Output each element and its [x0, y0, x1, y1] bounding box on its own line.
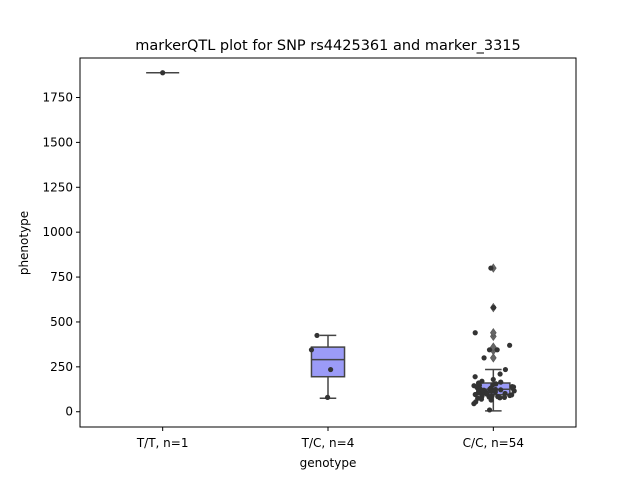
data-point [497, 395, 503, 401]
data-point [481, 355, 487, 361]
chart-title: markerQTL plot for SNP rs4425361 and mar… [135, 38, 521, 54]
data-point [494, 347, 500, 353]
data-point [498, 387, 504, 393]
box-iqr [310, 346, 346, 378]
outlier-point [490, 353, 497, 363]
x-axis-label: genotype [300, 456, 357, 470]
y-tick-label: 1750 [42, 91, 73, 105]
data-point [501, 394, 508, 400]
data-point [511, 388, 517, 394]
data-point [491, 304, 497, 311]
x-tick-label: C/C, n=54 [463, 436, 524, 450]
data-point [502, 366, 509, 373]
y-tick-label: 500 [50, 315, 73, 329]
x-tick-label: T/T, n=1 [136, 436, 189, 450]
data-point [498, 379, 504, 385]
data-point [507, 342, 513, 348]
plot-frame [79, 57, 577, 428]
x-tick-label: T/C, n=4 [301, 436, 355, 450]
data-point [492, 389, 498, 395]
data-point [160, 70, 166, 76]
y-tick-label: 1250 [42, 180, 73, 194]
data-point [490, 376, 496, 383]
data-point [502, 390, 508, 397]
data-point [328, 366, 334, 373]
data-point [472, 374, 478, 380]
data-point [314, 332, 320, 339]
data-point [478, 396, 485, 402]
y-tick-label: 750 [50, 270, 73, 284]
y-tick-label: 1000 [42, 225, 73, 239]
data-point [488, 388, 494, 394]
data-point [488, 265, 494, 271]
data-point [486, 347, 493, 353]
y-axis-label: phenotype [17, 211, 31, 275]
data-point [486, 407, 493, 413]
outlier-point [490, 328, 497, 338]
y-tick-label: 1500 [42, 135, 73, 149]
data-point [472, 391, 478, 398]
y-tick-label: 0 [65, 405, 73, 419]
data-point [308, 347, 315, 353]
y-tick-label: 250 [50, 360, 73, 374]
data-point [497, 371, 503, 377]
data-point [324, 394, 331, 400]
data-point [507, 392, 513, 399]
data-point [471, 401, 477, 407]
data-point [488, 397, 494, 403]
data-point [472, 330, 478, 336]
